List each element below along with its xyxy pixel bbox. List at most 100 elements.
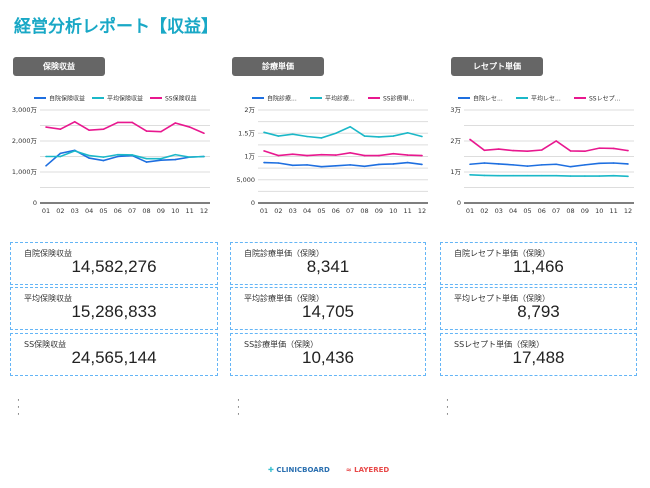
- data-point: [203, 132, 205, 135]
- data-point: [378, 136, 380, 138]
- layered-mark-icon: ≈: [345, 466, 355, 474]
- x-tick-label: 08: [142, 207, 150, 215]
- data-point: [612, 174, 615, 177]
- more-indicator: · · ·: [237, 396, 240, 420]
- x-tick-label: 05: [317, 207, 325, 215]
- metric-value: 11,466: [513, 257, 564, 276]
- x-tick-label: 11: [609, 207, 617, 215]
- y-tick-label: 2万: [450, 137, 461, 145]
- data-point: [555, 163, 557, 166]
- metric-value: 8,341: [306, 257, 350, 276]
- data-point: [306, 164, 308, 166]
- data-point: [469, 163, 471, 166]
- data-point: [406, 131, 409, 134]
- data-point: [291, 133, 294, 135]
- y-tick-label: 1.5万: [238, 129, 255, 137]
- data-point: [102, 156, 105, 158]
- data-point: [277, 154, 280, 157]
- x-tick-label: 10: [595, 207, 603, 215]
- data-point: [406, 161, 409, 164]
- data-point: [363, 154, 366, 157]
- more-indicator: · · ·: [446, 396, 449, 420]
- x-tick-label: 09: [157, 207, 165, 215]
- y-tick-label: 2,000万: [12, 137, 38, 145]
- data-point: [306, 135, 308, 138]
- data-point: [627, 149, 629, 152]
- y-tick-label: 2万: [244, 106, 255, 114]
- data-point: [627, 175, 629, 178]
- x-tick-label: 04: [509, 207, 517, 215]
- x-tick-label: 07: [128, 207, 136, 215]
- x-tick-label: 03: [289, 207, 297, 215]
- data-point: [59, 152, 62, 155]
- receipt-unit-price-chart: 自院レセ... 平均レセ... SSレセプ... 0 1万 2万 3万 01 02 03 04 05 0…: [428, 88, 638, 218]
- data-point: [569, 150, 572, 152]
- data-point: [392, 152, 395, 155]
- data-point: [320, 137, 323, 139]
- data-point: [59, 155, 62, 158]
- y-tick-label: 5,000: [236, 176, 255, 184]
- data-point: [117, 121, 119, 124]
- data-point: [160, 130, 162, 133]
- insurance-revenue-chart: 自院保険収益 平均保険収益 SS保険収益 0 1,000万 2,000万 3,000万 01 0…: [4, 88, 214, 218]
- data-point: [349, 125, 351, 128]
- legend-label: SS診療単...: [383, 95, 414, 103]
- x-tick-label: 09: [375, 207, 383, 215]
- data-point: [526, 150, 529, 153]
- data-point: [421, 163, 423, 166]
- data-point: [627, 163, 629, 165]
- legend-label: 自院レセ...: [473, 95, 503, 103]
- data-point: [421, 135, 423, 138]
- x-tick-label: 10: [389, 207, 397, 215]
- data-point: [363, 135, 366, 137]
- y-tick-label: 1万: [450, 168, 461, 176]
- data-point: [335, 154, 337, 156]
- legend-label: 平均レセ...: [531, 95, 561, 103]
- data-point: [512, 164, 514, 166]
- data-point: [349, 164, 351, 166]
- data-point: [555, 140, 557, 142]
- data-point: [541, 164, 543, 166]
- data-point: [277, 162, 280, 164]
- series-line: [263, 150, 423, 157]
- chart-svg: 自院レセ... 平均レセ... SSレセプ... 0 1万 2万 3万 01 02 03 04 05 0…: [450, 95, 634, 215]
- data-point: [392, 163, 395, 165]
- metric-value: 15,286,833: [71, 302, 157, 321]
- metric-label: 平均保険収益: [24, 294, 72, 303]
- metric-value: 8,793: [517, 302, 560, 321]
- data-point: [73, 120, 76, 123]
- metric-card: 自院診療単価（保険） 8,341: [230, 242, 426, 285]
- data-point: [117, 155, 119, 158]
- data-point: [45, 126, 47, 128]
- section-header-treatment-unit-price: 診療単価: [232, 57, 324, 76]
- data-point: [378, 154, 380, 157]
- metric-value: 24,565,144: [71, 348, 157, 367]
- series-line: [469, 162, 629, 168]
- section-header-insurance-revenue: 保険収益: [13, 57, 105, 76]
- chart-svg: 自院診療... 平均診療... SS診療単... 0 5,000 1万 1.5万 2万 01 02…: [236, 95, 428, 215]
- data-point: [306, 154, 308, 157]
- data-point: [203, 155, 205, 158]
- legend-label: 自院保険収益: [49, 95, 85, 103]
- data-point: [188, 156, 191, 158]
- data-point: [88, 154, 90, 157]
- data-point: [45, 155, 47, 158]
- series-line: [263, 125, 423, 139]
- metric-card: SS診療単価（保険） 10,436: [230, 333, 426, 376]
- cross-icon: ✚: [268, 466, 277, 474]
- data-point: [598, 175, 601, 177]
- data-point: [612, 162, 615, 164]
- metric-value: 14,582,276: [71, 257, 157, 276]
- data-point: [160, 157, 162, 160]
- data-point: [598, 162, 601, 165]
- data-point: [512, 149, 514, 152]
- y-tick-label: 1万: [244, 153, 255, 161]
- data-point: [59, 128, 62, 131]
- data-point: [598, 147, 601, 149]
- data-point: [555, 174, 557, 177]
- x-tick-label: 04: [303, 207, 311, 215]
- data-point: [483, 162, 486, 164]
- data-point: [497, 163, 500, 165]
- x-tick-label: 04: [85, 207, 93, 215]
- data-point: [526, 165, 529, 167]
